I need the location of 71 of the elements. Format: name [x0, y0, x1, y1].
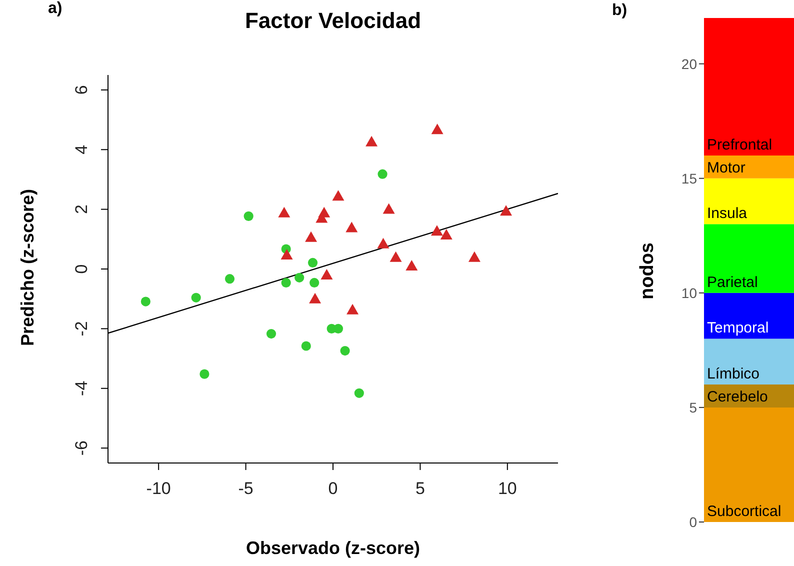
- bar: [704, 407, 794, 522]
- point: [310, 278, 320, 288]
- point: [200, 369, 210, 379]
- bar: [704, 292, 794, 339]
- series-label: Límbico: [707, 366, 760, 383]
- y-tick-label: -4: [72, 380, 91, 396]
- point: [440, 228, 452, 240]
- series-label: Subcortical: [707, 503, 782, 520]
- point: [406, 260, 418, 271]
- point: [431, 124, 444, 134]
- point: [390, 251, 402, 262]
- point: [140, 296, 150, 306]
- x-axis-title: Observado (z-score): [244, 538, 422, 559]
- point: [301, 341, 311, 351]
- bar: [704, 18, 794, 156]
- point: [280, 248, 293, 260]
- bar: [704, 155, 794, 178]
- y-axis-title: Predicho (z-score): [18, 188, 38, 348]
- point: [346, 222, 358, 232]
- text: a): [48, 0, 62, 18]
- point: [377, 238, 390, 248]
- y-axis-title: nodos: [636, 242, 659, 302]
- series-label: Temporal: [707, 320, 769, 337]
- series-label: Insula: [707, 205, 748, 222]
- series-label: Cerebelo: [707, 388, 768, 406]
- point: [333, 324, 344, 334]
- y-tick-label: 2: [72, 204, 91, 214]
- point: [354, 388, 364, 398]
- bar: [704, 178, 794, 224]
- point: [378, 169, 388, 179]
- y-tick-label: 0: [689, 514, 698, 530]
- bar: [704, 338, 794, 385]
- point: [281, 278, 291, 288]
- x-tick-label: -5: [238, 479, 254, 498]
- y-tick-label: 5: [689, 399, 698, 416]
- series-label: Motor: [707, 159, 746, 176]
- point: [305, 231, 318, 242]
- x-tick-label: -10: [146, 479, 171, 498]
- point: [320, 268, 333, 280]
- point: [430, 225, 443, 236]
- point: [346, 304, 359, 314]
- point: [332, 190, 344, 201]
- point: [366, 136, 378, 146]
- point: [244, 211, 254, 221]
- point: [468, 251, 480, 262]
- y-tick-label: 20: [681, 56, 698, 72]
- y-tick-label: 10: [681, 284, 698, 301]
- bar: [704, 224, 794, 293]
- x-tick-label: 5: [415, 479, 425, 498]
- x-tick-label: 10: [498, 479, 517, 498]
- point: [309, 292, 322, 304]
- point: [278, 206, 290, 218]
- point: [382, 203, 395, 214]
- point: [224, 274, 235, 284]
- point: [266, 328, 276, 339]
- text: b): [612, 2, 628, 20]
- x-tick-label: 0: [328, 479, 338, 498]
- point: [191, 292, 201, 302]
- y-tick-label: 15: [681, 170, 698, 186]
- series-label: Prefrontal: [707, 136, 772, 154]
- point: [340, 346, 350, 356]
- point: [294, 272, 304, 282]
- y-tick-label: 0: [72, 264, 91, 274]
- series-label: Parietal: [707, 274, 758, 291]
- y-tick-label: -2: [72, 321, 91, 336]
- point: [308, 258, 318, 268]
- point: [500, 205, 512, 216]
- y-tick-label: 6: [72, 85, 91, 95]
- y-tick-label: 4: [72, 144, 91, 154]
- chart-title: Factor Velocidad: [244, 8, 422, 33]
- y-tick-label: -6: [72, 440, 91, 456]
